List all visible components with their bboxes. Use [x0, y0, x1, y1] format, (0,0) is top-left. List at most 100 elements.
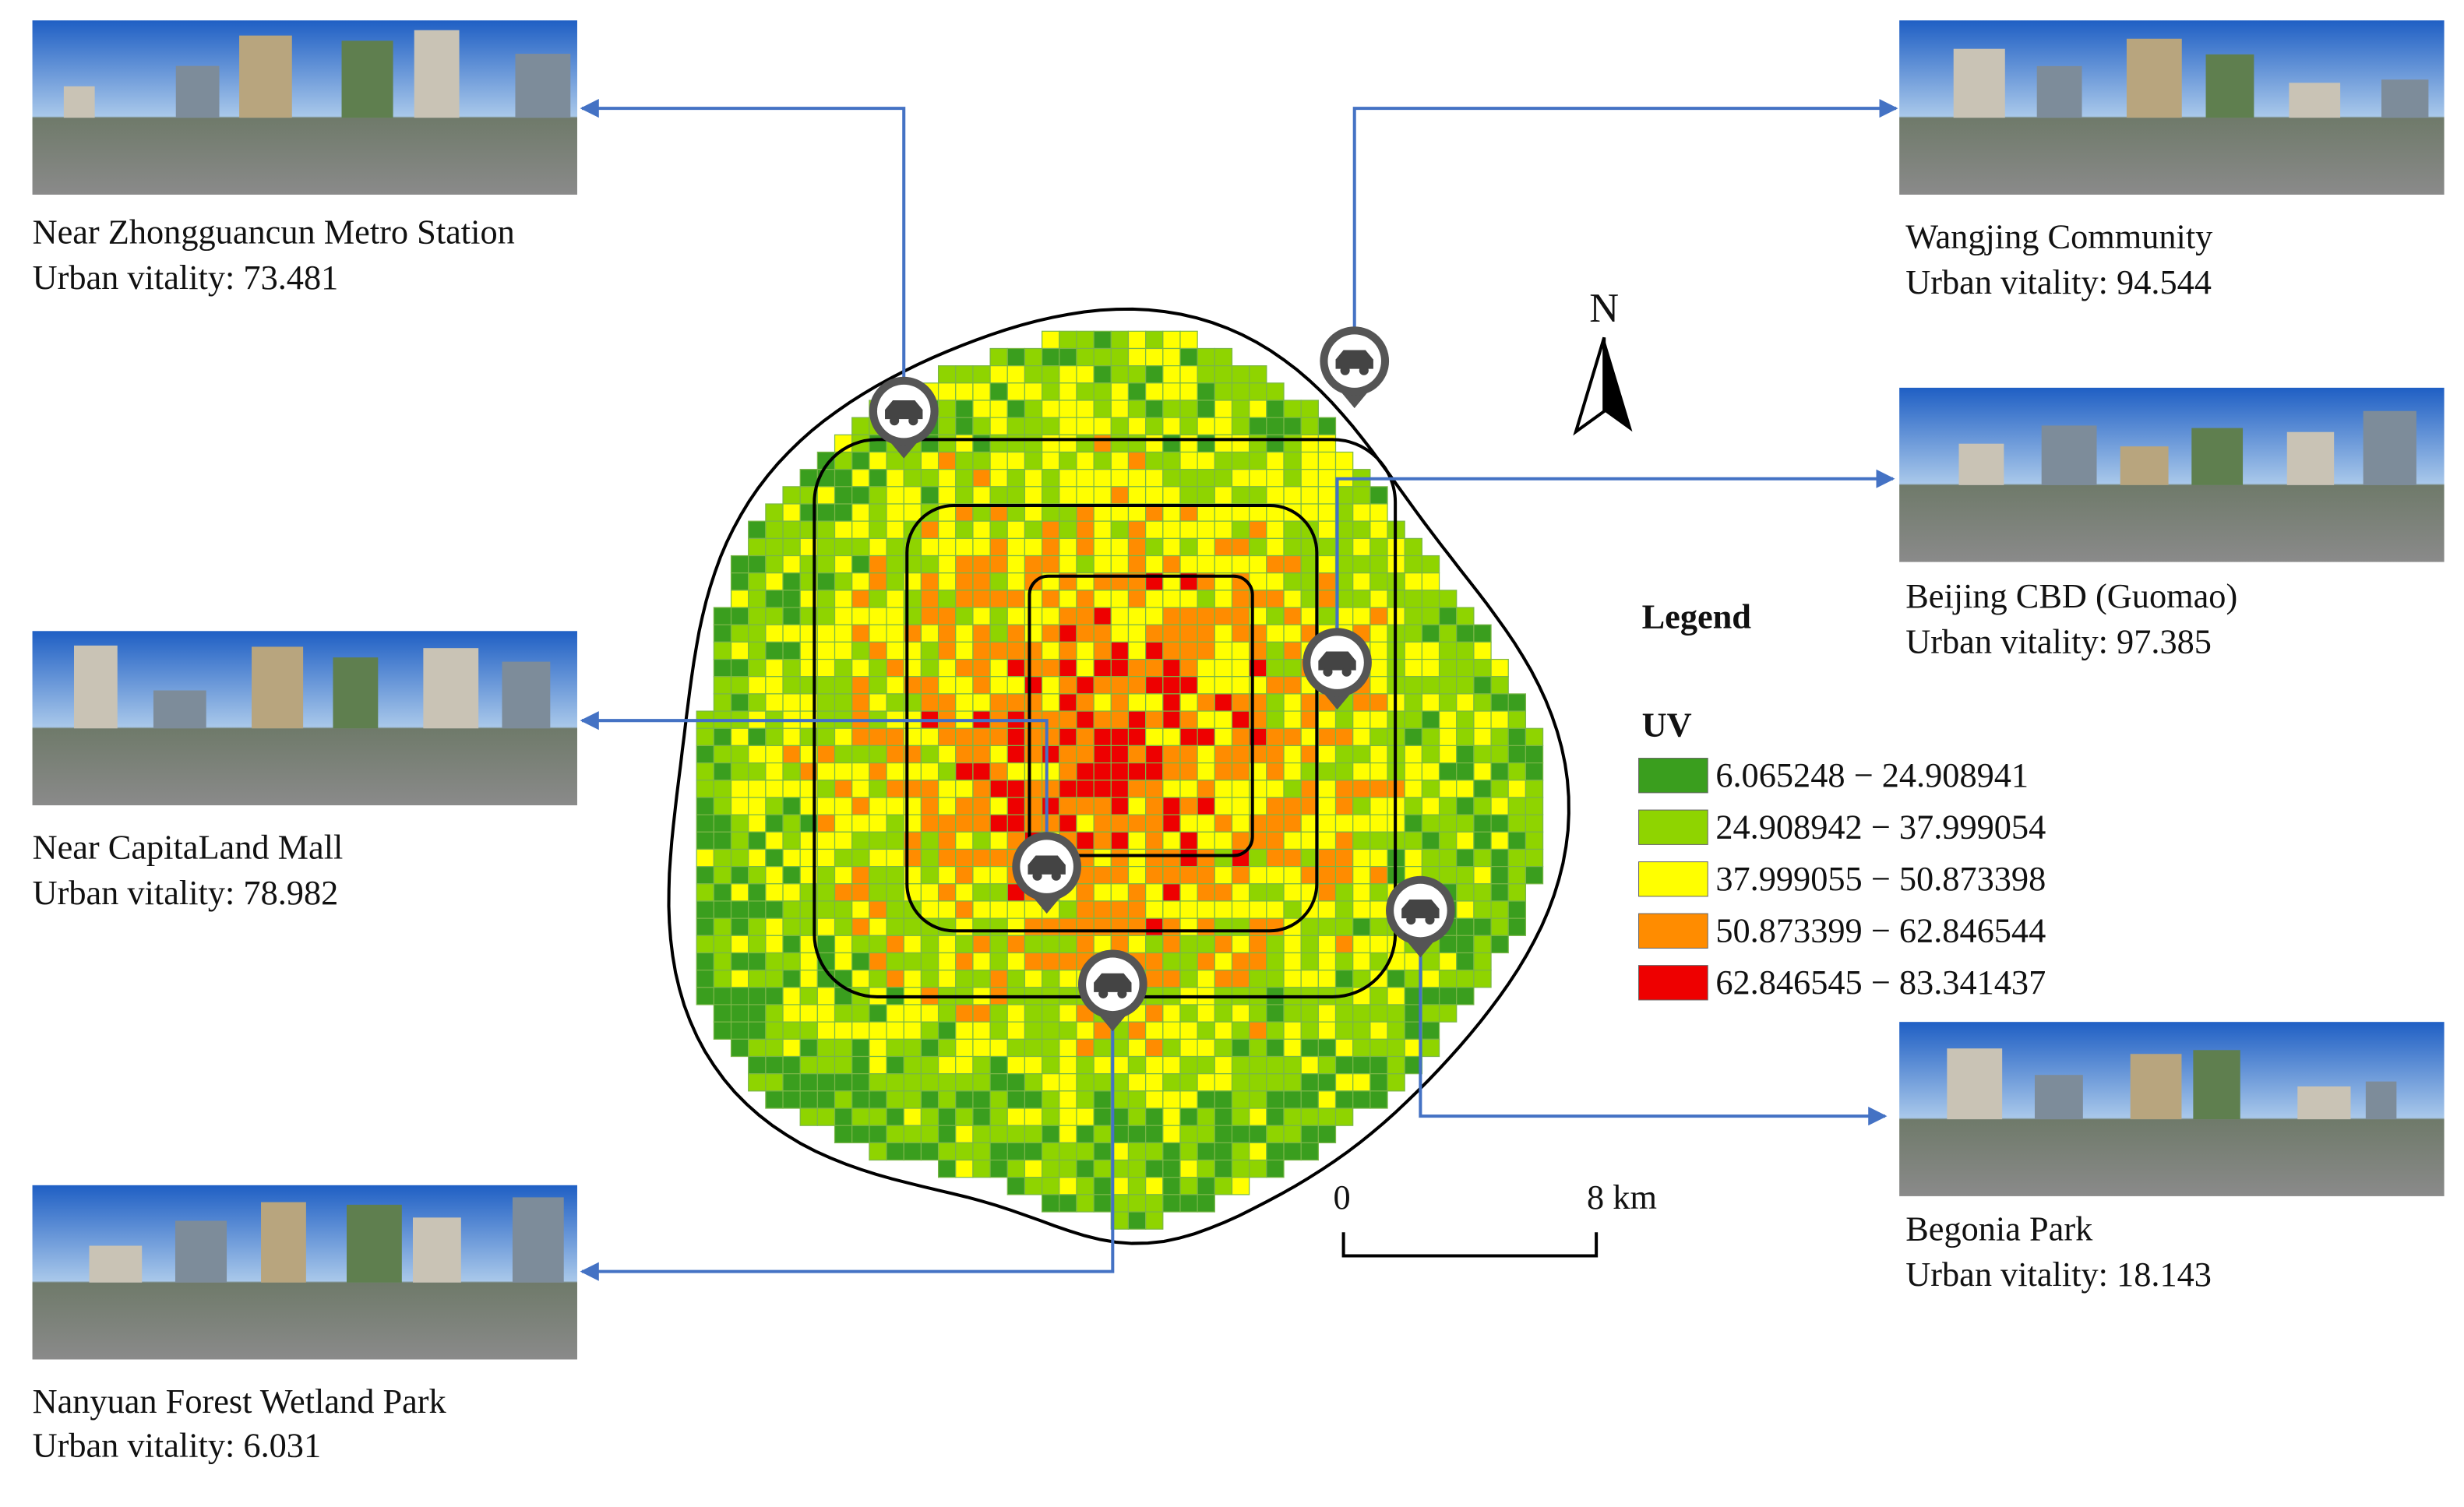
grid-cell — [1369, 745, 1388, 764]
grid-cell — [1456, 797, 1475, 815]
grid-cell — [1024, 917, 1043, 936]
panel-label: Near CapitaLand Mall — [33, 828, 344, 867]
grid-cell — [1145, 935, 1164, 954]
grid-cell — [1369, 1090, 1388, 1109]
grid-cell — [730, 590, 749, 608]
grid-cell — [730, 572, 749, 591]
grid-cell — [1456, 952, 1475, 971]
grid-cell — [1214, 382, 1233, 401]
grid-cell — [869, 520, 887, 539]
grid-cell — [1006, 1090, 1026, 1109]
grid-cell — [1197, 970, 1215, 988]
grid-cell — [816, 762, 836, 781]
grid-cell — [696, 935, 714, 954]
grid-cell — [1249, 970, 1267, 988]
grid-cell — [1231, 434, 1250, 453]
grid-cell — [1266, 935, 1285, 954]
grid-cell — [1352, 555, 1371, 574]
grid-cell — [920, 1073, 939, 1092]
grid-cell — [1179, 866, 1198, 885]
grid-cell — [851, 831, 870, 850]
grid-cell — [1421, 676, 1440, 695]
grid-cell — [1024, 693, 1043, 712]
grid-cell — [955, 365, 974, 384]
grid-cell — [713, 693, 732, 712]
grid-cell — [920, 883, 939, 902]
grid-cell — [1317, 831, 1337, 850]
grid-cell — [1421, 590, 1440, 608]
grid-cell — [1369, 676, 1388, 695]
grid-cell — [1076, 451, 1095, 470]
grid-cell — [1369, 1004, 1388, 1023]
grid-cell — [1042, 417, 1060, 435]
grid-cell — [1093, 797, 1112, 815]
grid-cell — [869, 848, 887, 868]
grid-cell — [1145, 797, 1164, 815]
grid-cell — [1006, 641, 1026, 660]
grid-cell — [937, 434, 957, 453]
grid-cell — [1024, 400, 1043, 418]
grid-cell — [1024, 590, 1043, 608]
grid-cell — [903, 1107, 922, 1126]
grid-cell — [903, 1021, 922, 1040]
grid-cell — [1283, 1142, 1302, 1161]
grid-cell — [1145, 590, 1164, 608]
grid-cell — [1059, 451, 1077, 470]
grid-cell — [937, 848, 957, 868]
grid-cell — [1197, 935, 1215, 954]
grid-cell — [1300, 417, 1319, 435]
grid-cell — [1110, 537, 1130, 557]
grid-cell — [1317, 607, 1337, 625]
grid-cell — [1317, 1125, 1337, 1143]
car-icon — [1318, 651, 1356, 671]
grid-cell — [748, 952, 767, 971]
grid-cell — [1162, 883, 1181, 902]
scale-start: 0 — [1334, 1178, 1351, 1217]
grid-cell — [834, 676, 853, 695]
car-icon — [908, 416, 918, 426]
grid-cell — [782, 935, 801, 954]
grid-cell — [1024, 658, 1043, 678]
grid-cell — [1490, 831, 1509, 850]
grid-cell — [1473, 624, 1492, 643]
grid-cell — [1283, 900, 1302, 919]
grid-cell — [1249, 866, 1267, 885]
grid-cell — [972, 1004, 991, 1023]
grid-cell — [1473, 848, 1492, 868]
grid-cell — [920, 780, 939, 798]
grid-cell — [1352, 1021, 1371, 1040]
grid-cell — [1024, 520, 1043, 539]
grid-cell — [1369, 848, 1388, 868]
grid-cell — [1042, 1177, 1060, 1195]
grid-cell — [1231, 1073, 1250, 1092]
grid-cell — [765, 572, 784, 591]
grid-cell — [1162, 900, 1181, 919]
grid-cell — [1231, 469, 1250, 488]
grid-cell — [834, 1004, 853, 1023]
grid-cell — [782, 1004, 801, 1023]
grid-cell — [1334, 1090, 1354, 1109]
ring-road — [905, 504, 1319, 933]
grid-cell — [1317, 417, 1337, 435]
grid-cell — [1127, 486, 1147, 505]
grid-cell — [903, 1090, 922, 1109]
grid-cell — [1334, 970, 1354, 988]
grid-cell — [989, 727, 1008, 747]
grid-cell — [816, 883, 836, 902]
grid-cell — [834, 520, 853, 539]
grid-cell — [886, 952, 904, 971]
grid-cell — [1249, 917, 1267, 936]
grid-cell — [972, 970, 991, 988]
grid-cell — [1076, 1055, 1095, 1075]
grid-cell — [696, 883, 714, 902]
grid-cell — [1024, 935, 1043, 954]
grid-cell — [713, 641, 732, 660]
grid-cell — [1421, 572, 1440, 591]
grid-cell — [1076, 727, 1095, 747]
grid-cell — [989, 400, 1008, 418]
grid-cell — [1127, 400, 1147, 418]
grid-cell — [1266, 1142, 1285, 1161]
grid-cell — [1162, 365, 1181, 384]
grid-cell — [1024, 607, 1043, 625]
legend-swatch — [1638, 758, 1708, 794]
